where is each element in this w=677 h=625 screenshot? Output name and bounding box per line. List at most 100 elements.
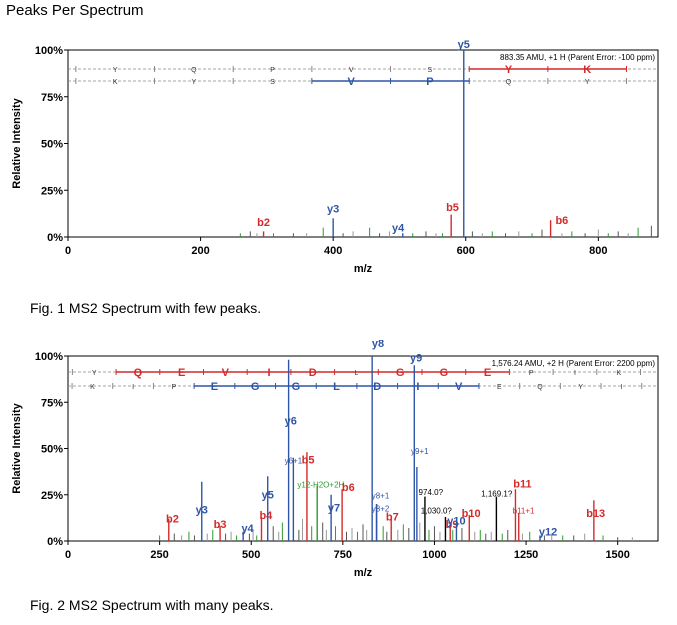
figure-caption-2: Fig. 2 MS2 Spectrum with many peaks. — [30, 597, 274, 613]
sequence-bottom-residue: K — [113, 79, 118, 86]
sequence-top-residue: P — [270, 67, 275, 74]
peak-label: b3 — [214, 519, 227, 531]
sequence-top-residue: G — [396, 367, 405, 379]
y-tick-label: 25% — [41, 185, 63, 197]
x-tick-label: 1250 — [514, 549, 538, 561]
peak-label: 1,030.0? — [421, 506, 453, 515]
sequence-top-residue: D — [309, 367, 317, 379]
x-tick-label: 500 — [242, 549, 260, 561]
x-axis-label: m/z — [354, 263, 373, 275]
peak-label: b2 — [257, 217, 270, 229]
sequence-top-residue: K — [583, 64, 591, 76]
sequence-top-residue: E — [484, 367, 491, 379]
sequence-bottom-residue: Q — [506, 79, 512, 86]
y-tick-label: 75% — [41, 397, 63, 409]
peak-label: y4 — [392, 222, 405, 234]
sequence-top-residue: S — [428, 67, 433, 74]
sequence-bottom-residue: P — [426, 76, 433, 88]
x-tick-label: 600 — [457, 245, 475, 257]
sequence-top-residue: L — [354, 370, 358, 377]
sequence-bottom-residue: S — [270, 79, 275, 86]
peak-label: y9 — [410, 353, 422, 365]
peak-label: b7 — [386, 512, 399, 524]
y-tick-label: 100% — [35, 45, 63, 57]
peak-label: y12 — [539, 526, 557, 538]
sequence-top-residue: V — [222, 367, 230, 379]
peak-label: b9 — [446, 519, 459, 531]
y-tick-label: 0% — [47, 232, 63, 244]
x-tick-label: 0 — [65, 549, 71, 561]
y-axis-label: Relative Intensity — [11, 402, 23, 493]
peak-label: b13 — [586, 508, 605, 520]
peak-label: y4 — [241, 523, 254, 535]
peak-label: b6 — [555, 215, 568, 227]
y-tick-label: 50% — [41, 444, 63, 456]
sequence-bottom-residue: V — [348, 76, 356, 88]
peak-label: y10 — [447, 515, 465, 527]
x-axis-label: m/z — [354, 567, 373, 579]
sequence-bottom-residue: Y — [192, 79, 197, 86]
y-tick-label: 75% — [41, 92, 63, 104]
y-tick-label: 0% — [47, 536, 63, 548]
plot-frame — [67, 355, 659, 542]
y-tick-label: 100% — [35, 351, 63, 363]
plot-frame — [67, 49, 659, 238]
peak-label: b5 — [302, 454, 315, 466]
sequence-bottom-residue: I — [132, 384, 134, 391]
sequence-top-residue: I — [574, 370, 576, 377]
sequence-top-residue: Q — [134, 367, 143, 379]
sequence-bottom-residue: Q — [537, 384, 543, 391]
x-tick-label: 1500 — [605, 549, 629, 561]
peak-label: y8+1 — [372, 491, 390, 500]
sequence-top-residue: Y — [113, 67, 118, 74]
sequence-bottom-residue: E — [211, 381, 218, 393]
peak-label: b11+1 — [513, 506, 535, 515]
sequence-bottom-residue: I — [416, 381, 419, 393]
sequence-bottom-residue: D — [373, 381, 381, 393]
sequence-top-residue: Y — [92, 370, 97, 377]
y-tick-label: 25% — [41, 490, 63, 502]
sequence-bottom-residue: G — [292, 381, 301, 393]
sequence-top-residue: E — [178, 367, 185, 379]
precursor-info: 883.35 AMU, +1 H (Parent Error: -100 ppm… — [500, 53, 655, 62]
peak-label: b10 — [462, 508, 481, 520]
sequence-bottom-residue: L — [333, 381, 340, 393]
x-tick-label: 750 — [334, 549, 352, 561]
peak-label: y6 — [285, 415, 297, 427]
sequence-top-residue: V — [349, 67, 354, 74]
ms2-spectrum-chart-many-peaks: 0% 25% 50% 75% 100% 0 250 500 750 1000 1250 1500 m/z… — [11, 340, 659, 579]
precursor-info: 1,576.24 AMU, +2 H (Parent Error: 2200 p… — [492, 359, 656, 368]
peak-label: y8+2 — [372, 504, 390, 513]
peak-label: 974.0? — [419, 488, 444, 497]
sequence-bottom-residue: P — [171, 384, 176, 391]
page-title: Peaks Per Spectrum — [6, 2, 144, 19]
sequence-bottom-residue: Y — [578, 384, 583, 391]
y-tick-label: 50% — [41, 139, 63, 151]
sequence-top-residue: Q — [191, 67, 197, 74]
peak-label: y5 — [458, 39, 470, 51]
peak-label: y8 — [372, 340, 384, 350]
sequence-bottom-residue: I — [620, 384, 622, 391]
peak-label: b6 — [342, 482, 355, 494]
sequence-top-residue: G — [440, 367, 449, 379]
sequence-top-residue: P — [529, 370, 534, 377]
y-axis-label: Relative Intensity — [11, 97, 23, 188]
x-tick-label: 250 — [150, 549, 168, 561]
sequence-bottom-residue: V — [455, 381, 463, 393]
x-tick-label: 800 — [589, 245, 607, 257]
sequence-top-residue: I — [268, 367, 271, 379]
peak-label: b4 — [259, 510, 273, 522]
x-tick-label: 200 — [191, 245, 209, 257]
peak-label: y9+1 — [411, 447, 429, 456]
peak-label: y7 — [328, 502, 340, 514]
sequence-bottom-residue: G — [251, 381, 260, 393]
figure-caption-1: Fig. 1 MS2 Spectrum with few peaks. — [30, 300, 262, 316]
peak-label: b5 — [446, 202, 459, 214]
ms2-spectrum-chart-few-peaks: 0% 25% 50% 75% 100% 0 200 400 600 800 m/z Relative … — [11, 39, 659, 275]
peak-label: y3 — [327, 204, 339, 216]
peak-label: y12-H2O+2H — [297, 480, 344, 489]
peak-label: y3 — [196, 504, 208, 516]
sequence-top-residue: Y — [505, 64, 513, 76]
sequence-top-residue: K — [616, 370, 621, 377]
peak-label: y5 — [262, 489, 274, 501]
